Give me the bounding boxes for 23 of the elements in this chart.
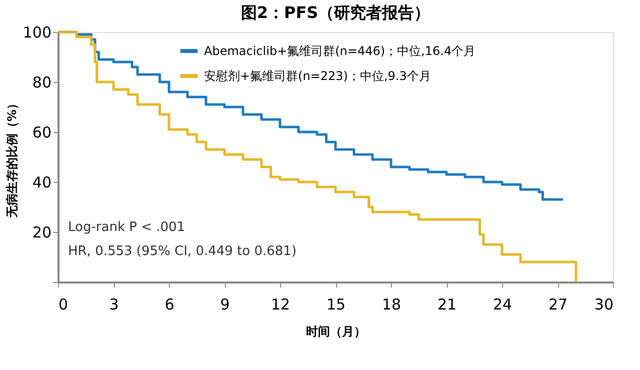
x-tick-label: 27	[548, 296, 568, 314]
x-tick-label: 6	[164, 296, 174, 314]
x-tick-label: 30	[594, 296, 614, 314]
annotation: HR, 0.553 (95% CI, 0.449 to 0.681)	[68, 244, 297, 259]
y-axis-title: 无病生存的比例（%）	[4, 97, 19, 219]
legend-label: 安慰剂+氟维司群(n=223)；中位,9.3个月	[204, 69, 431, 83]
x-tick-label: 0	[58, 296, 68, 314]
annotation: Log-rank P < .001	[68, 220, 186, 235]
x-tick-label: 18	[382, 296, 402, 314]
y-tick-label: 80	[32, 74, 52, 92]
y-tick-label: 20	[32, 224, 52, 242]
y-tick-label: 100	[22, 24, 52, 42]
x-tick-label: 15	[326, 296, 346, 314]
x-tick-label: 9	[220, 296, 230, 314]
legend-label: Abemaciclib+氟维司群(n=446)；中位,16.4个月	[204, 44, 476, 58]
chart-title: 图2：PFS（研究者报告）	[240, 3, 430, 22]
x-tick-label: 12	[270, 296, 290, 314]
x-tick-label: 3	[109, 296, 119, 314]
y-tick-label: 60	[32, 124, 52, 142]
x-tick-label: 24	[492, 296, 512, 314]
y-tick-label: 40	[32, 174, 52, 192]
x-axis-title: 时间（月）	[306, 324, 366, 338]
x-tick-label: 21	[437, 296, 457, 314]
